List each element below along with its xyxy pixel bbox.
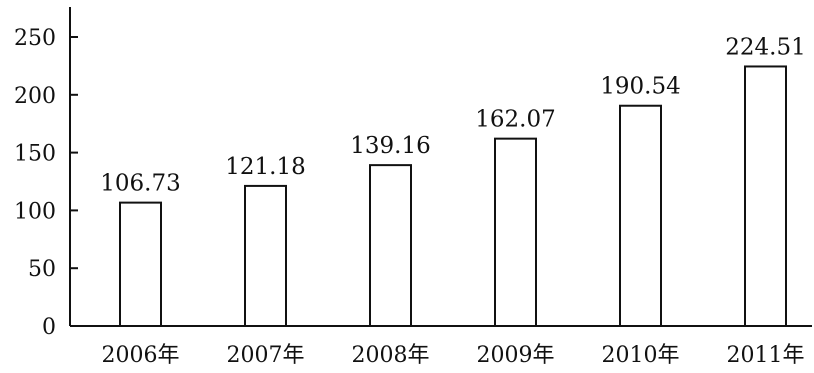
data-label: 224.51 [725, 34, 805, 60]
data-label: 106.73 [100, 171, 180, 197]
data-label: 190.54 [600, 74, 680, 100]
labels: 106.73 2006年 121.18 2007年 139.16 2008年 162.07 2… [100, 34, 805, 368]
x-category-label: 2007年 [227, 343, 305, 368]
data-label: 162.07 [475, 107, 555, 133]
bars [119, 65, 787, 328]
data-label: 121.18 [225, 154, 305, 180]
bar-2009 [494, 137, 537, 327]
axes: 0 50 100 150 200 250 [14, 7, 812, 340]
x-category-label: 2008年 [352, 343, 430, 368]
y-tick-label: 250 [14, 26, 56, 51]
y-tick-label: 100 [14, 199, 56, 224]
y-tick-label: 150 [14, 142, 56, 167]
bar-2007 [244, 184, 287, 327]
y-tick-label: 200 [14, 84, 56, 109]
bar-2011 [744, 65, 787, 328]
y-tick-label: 50 [28, 257, 56, 282]
y-tick-label: 0 [42, 315, 56, 340]
bar-2008 [369, 164, 412, 327]
x-category-label: 2006年 [102, 343, 180, 368]
data-label: 139.16 [350, 133, 430, 159]
x-category-label: 2010年 [602, 343, 680, 368]
x-category-label: 2011年 [727, 343, 805, 368]
bar-2006 [119, 201, 162, 327]
x-category-label: 2009年 [477, 343, 555, 368]
bar-2010 [619, 104, 662, 327]
